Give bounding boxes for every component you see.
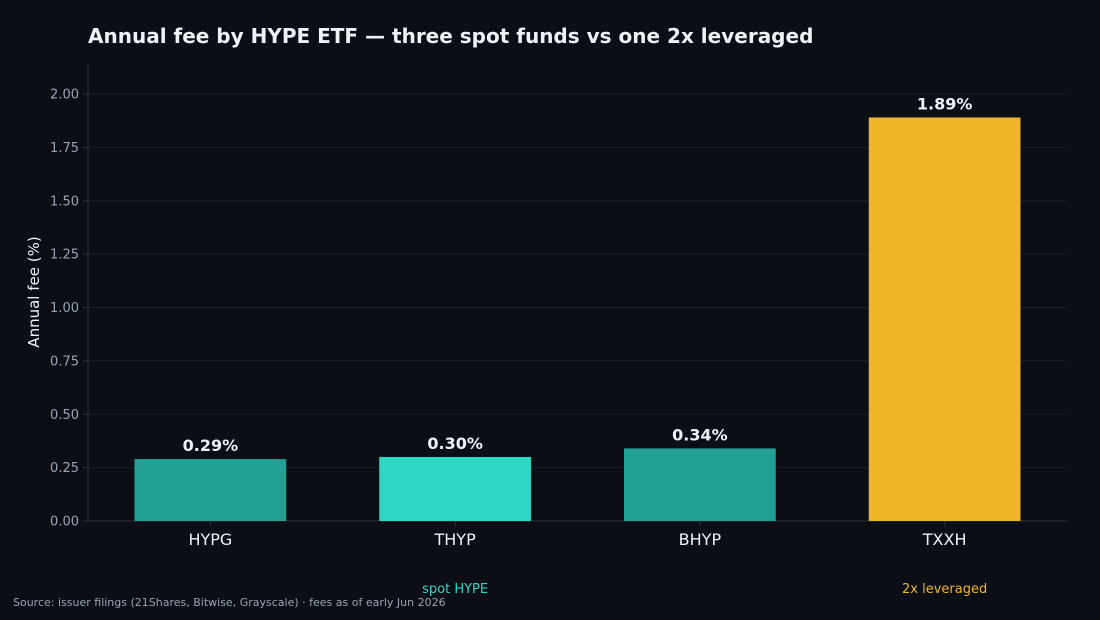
y-tick-label: 0.75 — [50, 354, 79, 369]
labels: 0.29% HYPG 0.30% THYP 0.34% BHYP 1.89% TXXH spot… — [183, 95, 988, 597]
group-label-1: 2x leveraged — [902, 582, 987, 597]
bars — [134, 117, 1021, 522]
x-tick-label-thyp: THYP — [434, 530, 477, 549]
y-tick-label: 1.75 — [50, 141, 79, 156]
y-tick-label: 0.00 — [50, 515, 79, 530]
x-tick-label-hypg: HYPG — [188, 530, 232, 549]
y-tick-label: 1.50 — [50, 194, 79, 209]
y-tick-label: 0.25 — [50, 461, 79, 476]
axes: 0.00 0.25 0.50 0.75 1.00 1.25 1.50 1.75 2.00 — [50, 62, 1067, 530]
x-tick-label-txxh: TXXH — [922, 530, 967, 549]
group-label-0: spot HYPE — [422, 582, 488, 597]
bar-txxh — [868, 117, 1021, 522]
bar-bhyp — [624, 448, 776, 521]
x-tick-label-bhyp: BHYP — [679, 530, 722, 549]
bar-hypg — [134, 459, 287, 521]
value-label-thyp: 0.30% — [427, 434, 483, 453]
y-tick-label: 1.00 — [50, 301, 79, 316]
chart-title: Annual fee by HYPE ETF — three spot fund… — [88, 24, 813, 48]
y-axis-label: Annual fee (%) — [25, 236, 43, 347]
value-label-txxh: 1.89% — [917, 95, 973, 114]
bar-thyp — [379, 456, 531, 521]
value-label-bhyp: 0.34% — [672, 425, 728, 444]
source-note: Source: issuer filings (21Shares, Bitwis… — [13, 596, 446, 609]
y-tick-label: 2.00 — [50, 88, 79, 103]
value-label-hypg: 0.29% — [183, 436, 239, 455]
y-tick-label: 1.25 — [50, 248, 79, 263]
y-tick-label: 0.50 — [50, 408, 79, 423]
